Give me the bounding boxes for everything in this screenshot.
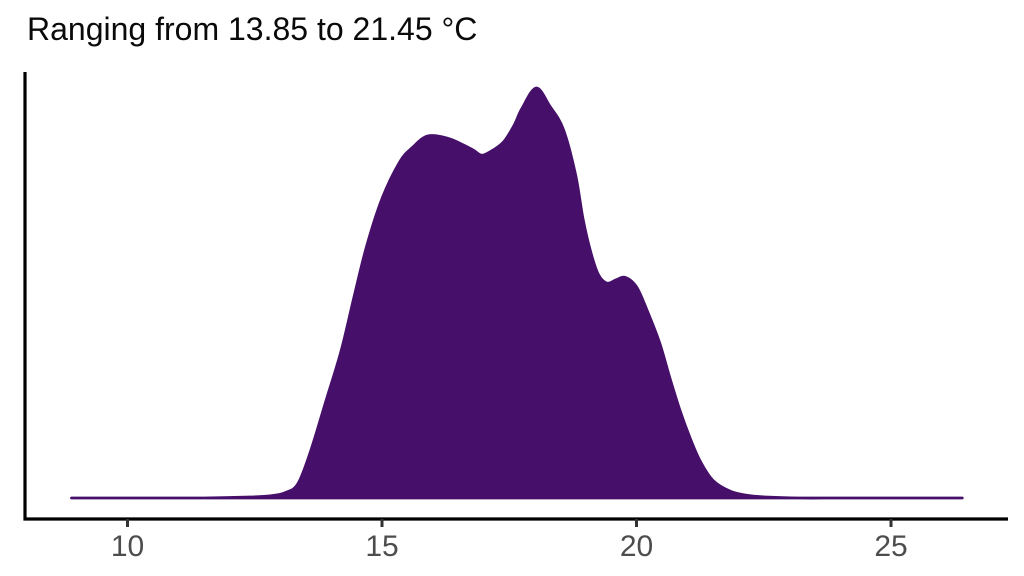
x-tick-label: 15 <box>365 530 398 563</box>
x-axis-tick-labels: 10 15 20 25 <box>111 530 908 563</box>
density-area <box>70 86 964 500</box>
x-tick-label: 20 <box>620 530 653 563</box>
x-tick-label: 25 <box>874 530 907 563</box>
chart-title: Ranging from 13.85 to 21.45 °C <box>27 11 478 47</box>
axis-lines <box>23 72 1008 521</box>
x-tick-label: 10 <box>111 530 144 563</box>
x-axis-ticks <box>126 519 893 527</box>
